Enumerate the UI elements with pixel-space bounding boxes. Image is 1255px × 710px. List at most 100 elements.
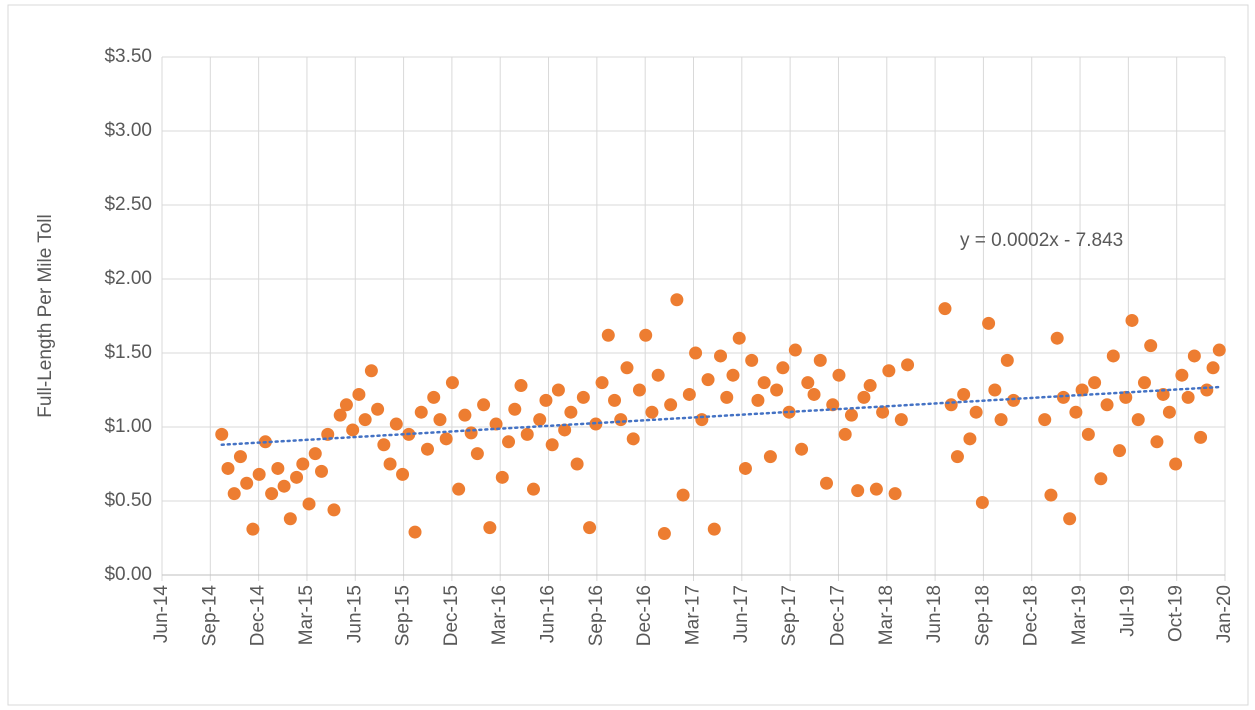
point <box>1212 343 1226 357</box>
point <box>1137 376 1151 390</box>
point <box>901 358 915 372</box>
point <box>757 376 771 390</box>
point <box>1038 413 1052 427</box>
point <box>1106 349 1120 363</box>
point <box>1081 427 1095 441</box>
point <box>1007 393 1021 407</box>
point <box>327 503 341 517</box>
point <box>1069 405 1083 419</box>
point <box>246 522 260 536</box>
point <box>1044 488 1058 502</box>
point <box>445 376 459 390</box>
point <box>994 413 1008 427</box>
point <box>452 482 466 496</box>
point <box>944 398 958 412</box>
point <box>558 423 572 437</box>
point <box>1088 376 1102 390</box>
y-tick-label: $0.50 <box>104 490 152 511</box>
point <box>701 373 715 387</box>
point <box>508 402 522 416</box>
point <box>695 413 709 427</box>
point <box>514 379 528 393</box>
x-tick-label: Jun-15 <box>344 585 365 643</box>
x-tick-label: Sep-16 <box>586 585 607 646</box>
point <box>383 457 397 471</box>
y-tick-label: $1.00 <box>104 416 152 437</box>
point <box>982 316 996 330</box>
point <box>1056 390 1070 404</box>
x-tick-label: Jun-14 <box>151 585 172 644</box>
x-tick-label: Sep-17 <box>779 585 800 646</box>
point <box>632 383 646 397</box>
point <box>495 470 509 484</box>
point <box>657 527 671 541</box>
point <box>358 413 372 427</box>
point <box>863 379 877 393</box>
point <box>882 364 896 378</box>
point <box>1169 457 1183 471</box>
point <box>520 427 534 441</box>
point <box>975 495 989 509</box>
point <box>720 390 734 404</box>
point <box>832 368 846 382</box>
point <box>738 461 752 475</box>
point <box>483 521 497 535</box>
point <box>1162 405 1176 419</box>
point <box>1194 430 1208 444</box>
point <box>595 376 609 390</box>
point <box>838 427 852 441</box>
point <box>608 393 622 407</box>
point <box>533 413 547 427</box>
point <box>283 512 297 526</box>
point <box>221 461 235 475</box>
point <box>1075 383 1089 397</box>
x-tick-label: Mar-19 <box>1069 585 1090 645</box>
point <box>726 368 740 382</box>
x-tick-label: Jun-16 <box>538 585 559 643</box>
point <box>770 383 784 397</box>
y-tick-label: $3.00 <box>104 120 152 141</box>
point <box>233 450 247 464</box>
y-tick-label: $0.00 <box>104 564 152 585</box>
point <box>333 408 347 422</box>
x-tick-label: Mar-15 <box>296 585 317 645</box>
point <box>788 343 802 357</box>
point <box>545 438 559 452</box>
point <box>751 393 765 407</box>
x-tick-label: Sep-14 <box>199 585 220 647</box>
point <box>414 405 428 419</box>
point <box>339 398 353 412</box>
point <box>1125 313 1139 327</box>
point <box>364 364 378 378</box>
point <box>1175 368 1189 382</box>
y-tick-label: $2.50 <box>104 194 152 215</box>
point <box>277 479 291 493</box>
point <box>252 467 266 481</box>
x-tick-label: Mar-18 <box>876 585 897 645</box>
point <box>308 447 322 461</box>
point <box>377 438 391 452</box>
point <box>670 293 684 307</box>
point <box>707 522 721 536</box>
x-tick-label: Sep-15 <box>393 585 414 646</box>
point <box>676 488 690 502</box>
x-tick-label: Dec-15 <box>441 585 462 646</box>
point <box>1100 398 1114 412</box>
point <box>1050 331 1064 345</box>
point <box>396 467 410 481</box>
point <box>857 390 871 404</box>
point <box>651 368 665 382</box>
point <box>464 426 478 440</box>
point <box>1150 435 1164 449</box>
point <box>714 349 728 363</box>
point <box>1181 390 1195 404</box>
x-tick-label: Dec-17 <box>827 585 848 646</box>
point <box>502 435 516 449</box>
point <box>296 457 310 471</box>
trendline-equation: y = 0.0002x - 7.843 <box>960 230 1123 251</box>
point <box>689 346 703 360</box>
point <box>346 423 360 437</box>
point <box>389 417 403 431</box>
y-tick-label: $3.50 <box>104 46 152 67</box>
point <box>439 432 453 446</box>
